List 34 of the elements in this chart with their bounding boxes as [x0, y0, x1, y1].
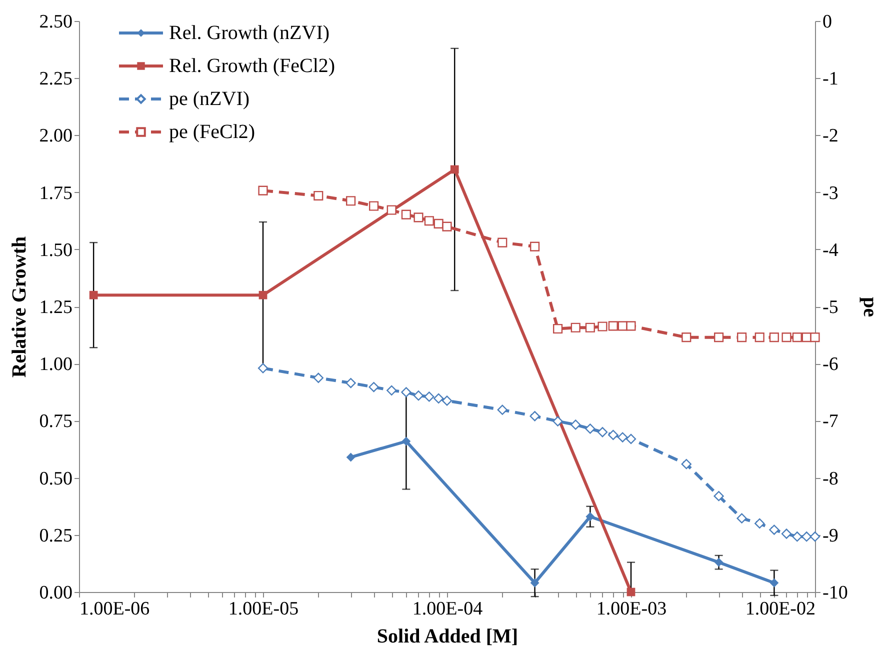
y-tick-label: 2.50: [39, 12, 72, 32]
legend-label: pe (FeCl2): [169, 121, 256, 143]
x-tick-label: 1.00E-06: [80, 598, 150, 620]
y-tick-label: 0.25: [39, 525, 72, 546]
y2-tick-label: -3: [822, 182, 838, 204]
y-tick-label: 0.50: [39, 468, 72, 490]
x-axis-title: Solid Added [M]: [376, 626, 518, 648]
legend-label: pe (nZVI): [169, 88, 250, 110]
y2-tick-label: -7: [822, 411, 838, 432]
y2-tick-label: -1: [822, 68, 838, 90]
y-tick-label: 1.50: [39, 240, 72, 261]
y-tick-label: 2.25: [39, 68, 72, 90]
y-tick-label: 2.00: [39, 126, 72, 147]
y-tick-label: 1.75: [39, 182, 72, 204]
x-tick-label: 1.00E-03: [596, 598, 667, 620]
legend-label: Rel. Growth (FeCl2): [169, 55, 336, 77]
y2-axis-title: pe: [858, 297, 881, 318]
y-tick-label: 0.75: [39, 411, 72, 432]
y-axis-title: Relative Growth: [8, 236, 30, 378]
y-tick-label: 1.25: [39, 297, 72, 318]
y2-tick-label: 0: [822, 12, 832, 32]
y2-tick-label: -4: [822, 240, 839, 261]
y2-tick-label: -5: [822, 297, 838, 318]
legend-label: Rel. Growth (nZVI): [169, 22, 330, 44]
x-tick-label: 1.00E-05: [228, 598, 299, 620]
x-tick-label: 1.00E-02: [745, 598, 816, 620]
x-tick-label: 1.00E-04: [412, 598, 484, 620]
y2-tick-label: -8: [822, 468, 838, 490]
y2-tick-label: -9: [822, 525, 838, 546]
y2-tick-label: -6: [822, 354, 838, 376]
y-tick-label: 1.00: [39, 354, 72, 376]
y2-tick-label: -2: [822, 126, 838, 147]
y-tick-label: 0.00: [39, 582, 72, 604]
y2-tick-label: -10: [822, 582, 848, 604]
